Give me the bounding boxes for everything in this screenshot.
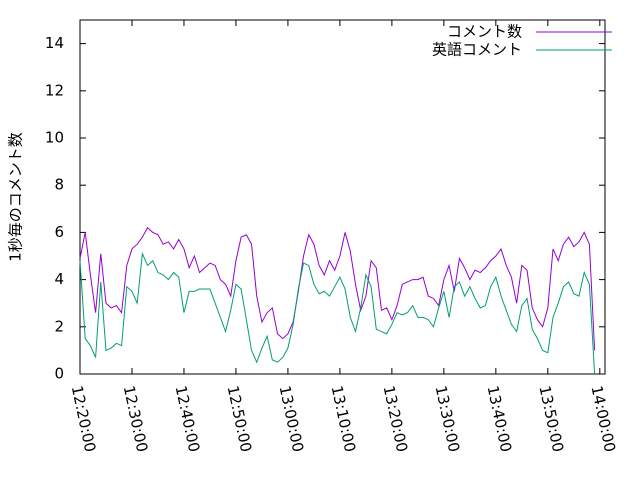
- y-tick-label: 0: [54, 365, 64, 383]
- x-tick-label: 12:20:00: [68, 384, 100, 454]
- y-tick-label: 4: [54, 270, 64, 288]
- y-tick-label: 14: [45, 34, 64, 52]
- x-tick-label: 13:00:00: [276, 384, 308, 454]
- x-tick-label: 13:50:00: [536, 384, 568, 454]
- x-tick-label: 14:00:00: [587, 384, 619, 454]
- y-tick-label: 8: [54, 176, 64, 194]
- x-tick-label: 13:10:00: [328, 384, 360, 454]
- plot-border: [79, 19, 606, 375]
- legend-label: 英語コメント: [432, 41, 522, 59]
- x-tick-label: 12:50:00: [224, 384, 256, 454]
- legend-label: コメント数: [447, 23, 522, 41]
- y-tick-label: 12: [45, 81, 64, 99]
- y-tick-label: 2: [54, 317, 64, 335]
- series-line: [79, 226, 596, 351]
- y-tick-label: 6: [54, 223, 64, 241]
- series-line: [79, 251, 596, 375]
- y-tick-label: 10: [45, 129, 64, 147]
- x-tick-label: 13:30:00: [432, 384, 464, 454]
- x-tick-label: 13:40:00: [484, 384, 516, 454]
- x-tick-label: 12:40:00: [172, 384, 204, 454]
- x-tick-label: 12:30:00: [120, 384, 152, 454]
- x-tick-label: 13:20:00: [380, 384, 412, 454]
- y-axis-label: 1秒毎のコメント数: [7, 132, 25, 262]
